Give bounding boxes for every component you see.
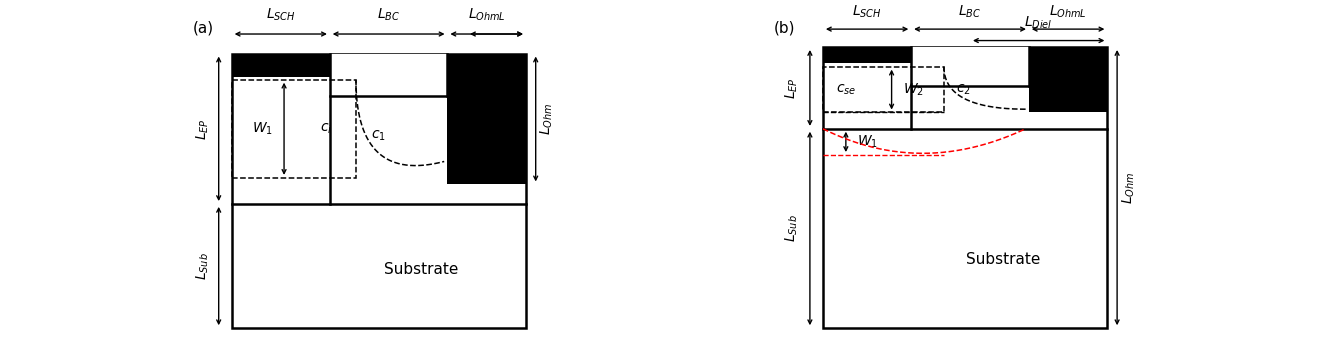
Text: $W_1$: $W_1$ [858, 134, 878, 150]
Bar [232, 80, 355, 178]
Text: $W_1$: $W_1$ [252, 121, 273, 137]
Bar [232, 54, 526, 328]
Text: $L_{OhmL}$: $L_{OhmL}$ [468, 6, 505, 23]
Bar [911, 47, 1029, 86]
Bar [823, 47, 911, 63]
Text: $L_{EP}$: $L_{EP}$ [784, 77, 800, 99]
Bar [823, 47, 1107, 328]
Text: $L_{OhmL}$: $L_{OhmL}$ [1049, 4, 1087, 20]
Text: $W_2$: $W_2$ [903, 82, 924, 98]
Bar [823, 67, 944, 112]
Text: $c_{se}$: $c_{se}$ [835, 82, 857, 97]
Text: $L_{Sub}$: $L_{Sub}$ [784, 215, 800, 243]
Text: $L_{Sub}$: $L_{Sub}$ [194, 252, 211, 280]
Text: $c_1$: $c_1$ [371, 128, 386, 142]
Text: (b): (b) [774, 21, 796, 36]
Bar [1029, 47, 1107, 112]
Text: (a): (a) [192, 21, 213, 36]
Text: $L_{SCH}$: $L_{SCH}$ [267, 6, 296, 23]
Text: $L_{BC}$: $L_{BC}$ [377, 6, 400, 23]
Bar [330, 54, 447, 96]
Text: $L_{BC}$: $L_{BC}$ [959, 4, 981, 20]
Text: Substrate: Substrate [965, 252, 1040, 267]
Bar [447, 54, 526, 184]
Bar [232, 54, 330, 76]
Text: $c_2$: $c_2$ [956, 82, 971, 97]
Text: $L_{Diel}$: $L_{Diel}$ [1025, 15, 1053, 31]
Text: $c_i$: $c_i$ [321, 121, 333, 136]
Text: Substrate: Substrate [385, 262, 459, 277]
Text: $L_{SCH}$: $L_{SCH}$ [853, 4, 882, 20]
Text: $L_{Ohm}$: $L_{Ohm}$ [538, 103, 556, 135]
Text: $L_{EP}$: $L_{EP}$ [194, 118, 211, 140]
Text: $L_{Ohm}$: $L_{Ohm}$ [1120, 171, 1136, 204]
